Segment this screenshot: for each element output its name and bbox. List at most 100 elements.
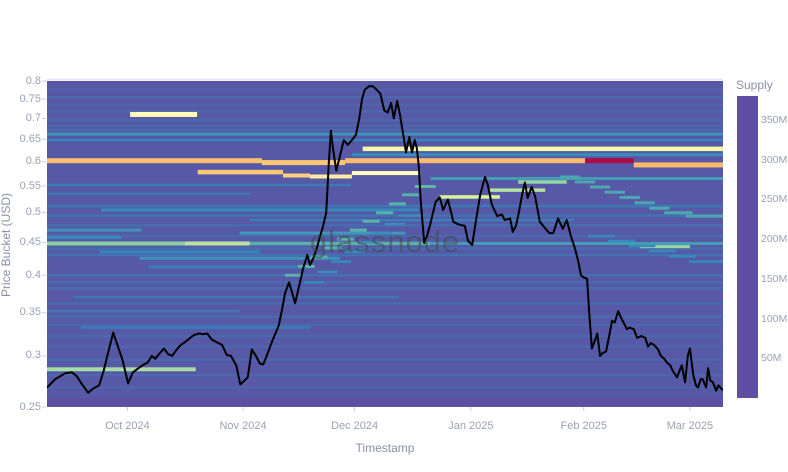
heatmap-cell: [47, 309, 240, 313]
heatmap-cell: [47, 286, 723, 290]
heatmap-cell: [317, 270, 338, 274]
heatmap-cell: [357, 241, 379, 244]
heatmap-cell: [608, 239, 636, 243]
x-tick-label: Nov 2024: [219, 420, 267, 432]
y-tick-label: 0.35: [19, 306, 41, 319]
heatmap-cell: [47, 315, 723, 318]
heatmap-cell: [47, 367, 196, 372]
heatmap-cell: [385, 222, 406, 226]
heatmap-cell: [639, 245, 690, 249]
heatmap-cell: [47, 119, 723, 122]
heatmap-cell: [47, 301, 723, 305]
heatmap-cell: [330, 260, 352, 263]
y-tick-label: 0.75: [19, 92, 41, 105]
heatmap-cell: [261, 160, 346, 166]
heatmap-cell: [297, 264, 315, 268]
heatmap-cell: [282, 173, 310, 178]
heatmap-cell: [47, 373, 723, 377]
heatmap-cell: [349, 228, 367, 232]
heatmap-cell: [47, 192, 250, 196]
heatmap-cell: [324, 246, 342, 250]
heatmap-cell: [249, 241, 431, 246]
heatmap-cell: [47, 128, 723, 132]
y-tick-label: 0.55: [19, 179, 41, 192]
heatmap-cell: [47, 235, 122, 239]
heatmap-cell: [628, 244, 656, 248]
heatmap-cell: [414, 185, 436, 189]
heatmap-cell: [47, 386, 723, 389]
heatmap-cell: [47, 397, 723, 407]
heatmap-cell: [585, 158, 634, 164]
y-tick-label: 0.65: [19, 132, 41, 145]
colorbar-tick-label: 200M: [761, 233, 788, 246]
heatmap-cell: [47, 234, 723, 238]
heatmap-cell: [633, 162, 723, 168]
heatmap-cell: [47, 228, 142, 232]
heatmap-cell: [685, 214, 723, 218]
heatmap-cell: [47, 274, 723, 277]
heatmap-cell: [668, 255, 696, 258]
heatmap-cell: [197, 169, 283, 175]
y-tick-label: 0.5: [25, 206, 41, 219]
x-tick-label: Dec 2024: [331, 420, 379, 432]
y-tick-label: 0.7: [25, 111, 41, 124]
heatmap-cell: [101, 208, 419, 212]
heatmap-cell: [47, 253, 723, 257]
heatmap-cell: [47, 323, 723, 327]
heatmap-cell: [337, 237, 354, 241]
heatmap-cell: [47, 214, 723, 217]
heatmap-cell: [574, 180, 596, 184]
x-axis-title: Timestamp: [355, 441, 415, 455]
colorbar-tick-label: 100M: [761, 312, 788, 325]
price-line: [47, 85, 723, 394]
colorbar-tick-label: 250M: [761, 193, 788, 206]
heatmap-cell: [74, 295, 399, 299]
heatmap-cell: [139, 256, 340, 260]
heatmap-cell: [130, 111, 198, 117]
heatmap-cell: [604, 190, 625, 194]
heatmap-cell: [47, 132, 723, 136]
colorbar-tick-label: 300M: [761, 153, 788, 166]
heatmap-cell: [80, 326, 311, 329]
colorbar-tick-label: 350M: [761, 113, 788, 126]
heatmap-cell: [309, 174, 352, 179]
heatmap-cell: [148, 265, 311, 269]
heatmap-cell: [47, 138, 723, 142]
heatmap-cell: [489, 188, 546, 192]
heatmap-cell: [401, 193, 419, 197]
heatmap-cell: [589, 185, 611, 189]
heatmap-cell: [47, 334, 723, 338]
colorbar-tick-label: 150M: [761, 272, 788, 285]
heatmap-cell: [439, 195, 500, 199]
heatmap-cell: [47, 95, 723, 99]
heatmap-cell: [398, 214, 423, 217]
heatmap-cell: [371, 231, 392, 235]
y-tick-label: 0.3: [25, 349, 41, 362]
heatmap-cell: [47, 281, 723, 284]
heatmap-cell: [362, 146, 723, 152]
heatmap-cell: [99, 250, 260, 254]
heatmap-cell: [47, 358, 723, 361]
heatmap-cell: [303, 281, 325, 284]
heatmap-cell: [47, 183, 352, 187]
heatmap-cell: [689, 260, 723, 263]
heatmap-cell: [634, 201, 655, 205]
heatmap-cell: [47, 204, 723, 208]
heatmap-cell: [560, 175, 581, 179]
colorbar-title: Supply: [736, 78, 773, 92]
heatmap-cell: [344, 250, 365, 254]
heatmap-cell: [518, 180, 567, 184]
y-tick-label: 0.25: [19, 400, 41, 413]
heatmap-cell: [587, 234, 615, 238]
heatmap-cell: [184, 241, 250, 246]
x-tick-label: Oct 2024: [105, 420, 150, 432]
heatmap-cell: [47, 247, 723, 250]
heatmap-cell: [345, 158, 586, 164]
heatmap-cell: [47, 345, 723, 348]
colorbar-tick-label: 50M: [761, 352, 782, 365]
colorbar-gradient: [737, 96, 758, 398]
heatmap-cell: [47, 158, 262, 164]
heatmap-cell: [284, 273, 302, 277]
